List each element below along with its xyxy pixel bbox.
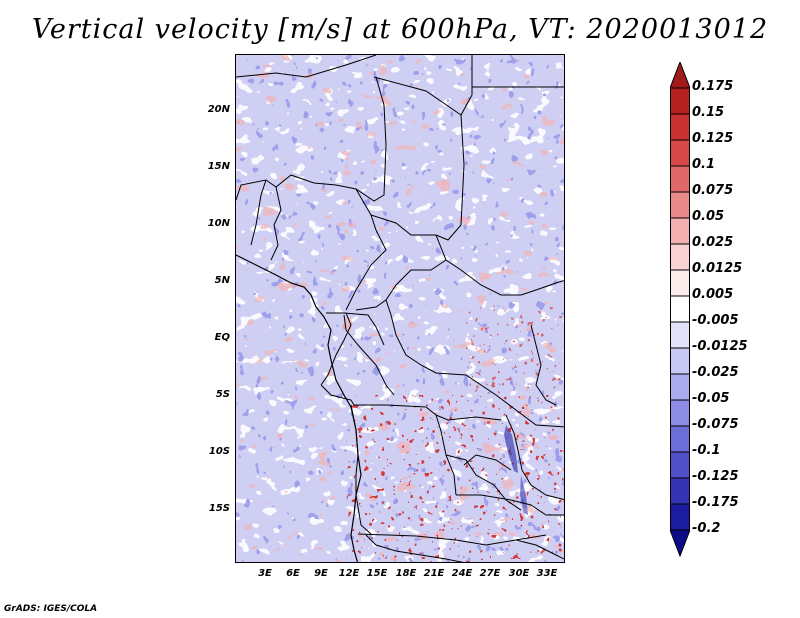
lon-tick-label: 3E bbox=[258, 568, 272, 579]
colorbar-label: 0.05 bbox=[692, 209, 725, 224]
credit-text: GrADS: IGES/COLA bbox=[4, 604, 98, 614]
lat-tick-label: EQ bbox=[214, 332, 230, 343]
colorbar-label: -0.075 bbox=[692, 417, 739, 432]
colorbar-segment bbox=[670, 399, 690, 427]
colorbar-segment bbox=[670, 139, 690, 167]
lat-tick-label: 10S bbox=[208, 446, 230, 457]
colorbar-segment bbox=[670, 87, 690, 115]
colorbar-label: 0.0125 bbox=[692, 261, 743, 276]
colorbar-label: 0.15 bbox=[692, 105, 725, 120]
chart-title: Vertical velocity [m/s] at 600hPa, VT: 2… bbox=[31, 14, 769, 45]
lat-tick-label: 10N bbox=[207, 218, 230, 229]
colorbar-segment bbox=[670, 373, 690, 401]
colorbar-segment bbox=[670, 321, 690, 349]
lon-tick-label: 15E bbox=[366, 568, 388, 579]
lon-tick-label: 27E bbox=[479, 568, 501, 579]
colorbar-label: -0.05 bbox=[692, 391, 730, 406]
colorbar-top-triangle bbox=[670, 62, 690, 89]
colorbar-label: -0.175 bbox=[692, 495, 739, 510]
map-panel bbox=[235, 54, 565, 563]
colorbar-label: -0.025 bbox=[692, 365, 739, 380]
colorbar-label: 0.025 bbox=[692, 235, 734, 250]
lon-tick-label: 18E bbox=[395, 568, 417, 579]
colorbar-segment bbox=[670, 217, 690, 245]
colorbar-label: 0.005 bbox=[692, 287, 734, 302]
lat-tick-label: 5N bbox=[214, 275, 230, 286]
colorbar-label: -0.2 bbox=[692, 521, 721, 536]
colorbar-bottom-triangle bbox=[670, 529, 690, 558]
colorbar-label: -0.125 bbox=[692, 469, 739, 484]
colorbar-segment bbox=[670, 425, 690, 453]
lon-tick-label: 33E bbox=[536, 568, 558, 579]
lat-tick-label: 20N bbox=[207, 104, 230, 115]
colorbar-segment bbox=[670, 347, 690, 375]
lon-tick-label: 6E bbox=[286, 568, 300, 579]
colorbar-label: 0.075 bbox=[692, 183, 734, 198]
colorbar-label: 0.175 bbox=[692, 79, 734, 94]
colorbar-segment bbox=[670, 191, 690, 219]
vertical-velocity-field bbox=[236, 55, 564, 562]
colorbar-segment bbox=[670, 243, 690, 271]
colorbar-label: -0.1 bbox=[692, 443, 721, 458]
colorbar-segment bbox=[670, 113, 690, 141]
colorbar-label: 0.125 bbox=[692, 131, 734, 146]
lat-tick-label: 15N bbox=[207, 161, 230, 172]
lon-tick-label: 21E bbox=[423, 568, 445, 579]
colorbar-label: -0.005 bbox=[692, 313, 739, 328]
lon-tick-label: 12E bbox=[338, 568, 360, 579]
lon-tick-label: 9E bbox=[314, 568, 328, 579]
colorbar-label: 0.1 bbox=[692, 157, 716, 172]
colorbar-segment bbox=[670, 165, 690, 193]
lat-tick-label: 5S bbox=[215, 389, 230, 400]
colorbar-label: -0.0125 bbox=[692, 339, 748, 354]
colorbar-segment bbox=[670, 269, 690, 297]
colorbar-segment bbox=[670, 295, 690, 323]
lon-tick-label: 24E bbox=[451, 568, 473, 579]
colorbar-segment bbox=[670, 451, 690, 479]
colorbar bbox=[670, 62, 690, 558]
colorbar-segment bbox=[670, 503, 690, 531]
lon-tick-label: 30E bbox=[508, 568, 530, 579]
lat-tick-label: 15S bbox=[208, 503, 230, 514]
colorbar-segment bbox=[670, 477, 690, 505]
